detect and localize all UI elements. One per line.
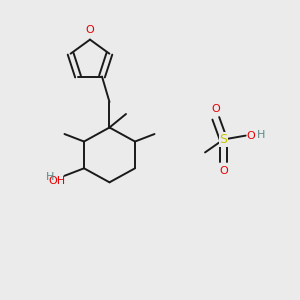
Text: O: O [219,166,228,176]
Text: O: O [247,130,256,141]
Text: H: H [46,172,54,182]
Text: O: O [85,25,94,35]
Text: S: S [220,133,227,146]
Text: H: H [256,130,265,140]
Text: OH: OH [48,176,65,186]
Text: O: O [212,104,220,115]
